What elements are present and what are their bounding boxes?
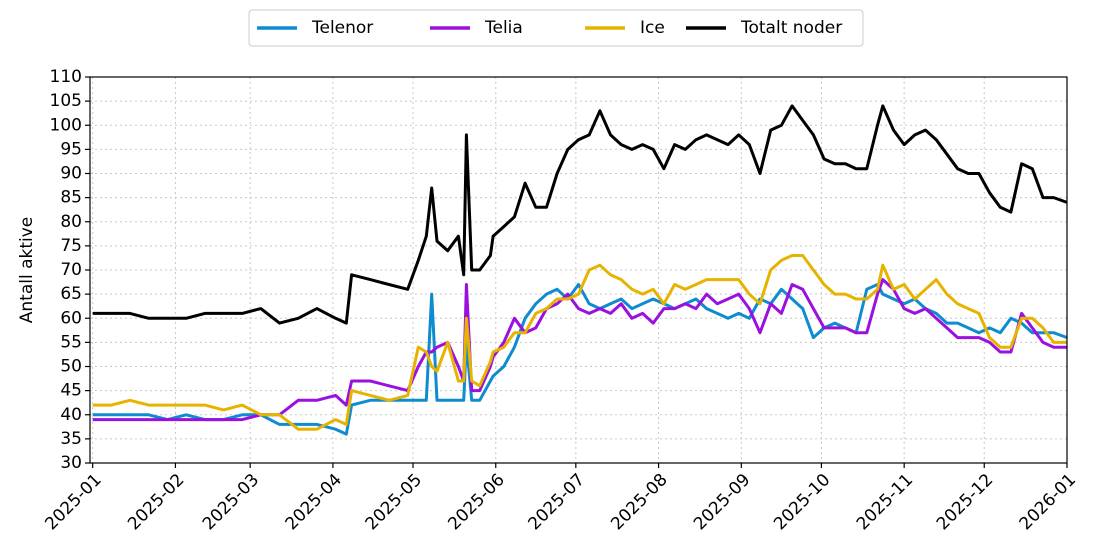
plot-frame xyxy=(89,76,1068,464)
line-series xyxy=(92,104,1068,325)
y-tick-label: 80 xyxy=(60,212,82,232)
y-tick-label: 105 xyxy=(50,91,82,111)
x-tick-label: 2025-06 xyxy=(444,470,508,534)
x-tick-label: 2025-04 xyxy=(282,470,346,534)
x-tick-label: 2025-08 xyxy=(607,470,671,534)
x-tick-label: 2026-01 xyxy=(1016,470,1080,534)
y-axis-label: Antall aktive xyxy=(17,217,37,324)
x-tick-label: 2025-10 xyxy=(770,470,834,534)
line-series xyxy=(92,254,1067,431)
y-tick-label: 100 xyxy=(50,115,82,135)
legend-label: Ice xyxy=(640,18,665,38)
legend-label: Totalt noder xyxy=(740,18,842,38)
y-tick-label: 30 xyxy=(60,453,82,473)
y-tick-label: 110 xyxy=(50,67,82,87)
y-tick-label: 35 xyxy=(60,429,82,449)
y-tick-label: 65 xyxy=(60,284,82,304)
x-tick-label: 2025-12 xyxy=(933,470,997,534)
y-tick-label: 45 xyxy=(60,381,82,401)
legend-label: Telenor xyxy=(311,18,373,38)
legend-label: Telia xyxy=(484,18,523,38)
y-tick-label: 70 xyxy=(60,260,82,280)
x-tick-label: 2025-07 xyxy=(525,470,589,534)
x-tick-label: 2025-09 xyxy=(690,470,754,534)
y-tick-label: 85 xyxy=(60,188,82,208)
x-tick-label: 2025-11 xyxy=(853,470,917,534)
y-tick-label: 60 xyxy=(60,308,82,328)
y-tick-label: 50 xyxy=(60,357,82,377)
y-tick-label: 75 xyxy=(60,236,82,256)
x-tick-label: 2025-02 xyxy=(124,470,188,534)
line-series xyxy=(92,278,1067,422)
y-tick-label: 95 xyxy=(60,139,82,159)
x-tick-label: 2025-03 xyxy=(199,470,263,534)
y-tick-label: 55 xyxy=(60,332,82,352)
x-tick-label: 2025-05 xyxy=(362,470,426,534)
y-tick-label: 90 xyxy=(60,164,82,184)
legend xyxy=(248,9,864,47)
line-series xyxy=(92,283,1068,436)
y-tick-label: 40 xyxy=(60,405,82,425)
x-tick-label: 2025-01 xyxy=(41,470,105,534)
